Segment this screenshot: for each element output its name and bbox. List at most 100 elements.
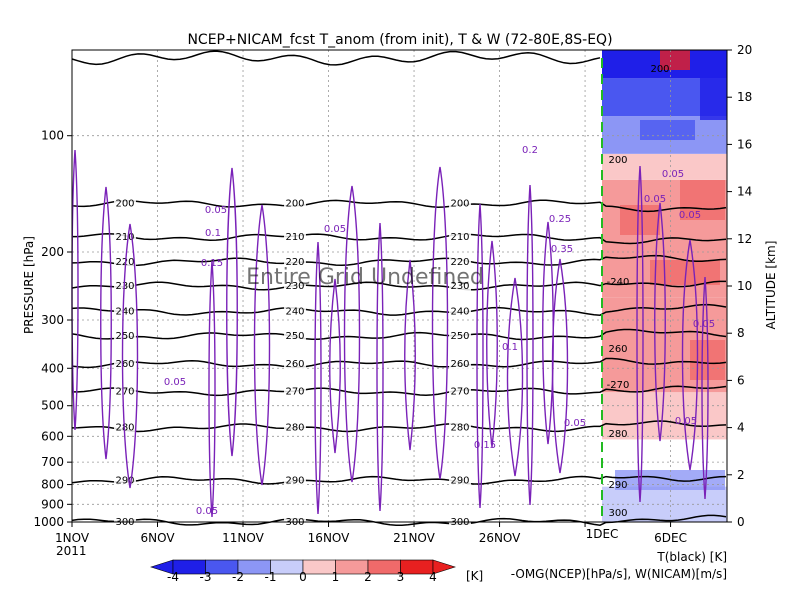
temperature-label-bg <box>284 384 306 397</box>
forecast-vertical-motion-label: 0.05 <box>675 416 697 427</box>
colorbar-tick-label: -3 <box>200 570 212 584</box>
colorbar-tick-label: 0 <box>299 570 307 584</box>
colorbar-tick-label: -2 <box>232 570 244 584</box>
temperature-contour-label: 270 <box>285 387 304 398</box>
temperature-contour-line <box>71 357 727 369</box>
temperature-contour-label: 260 <box>285 359 304 370</box>
forecast-temperature-label: 260 <box>608 344 627 355</box>
temperature-label-bg <box>449 279 471 292</box>
vertical-motion-contour <box>542 221 554 445</box>
y-right-tick-label: 4 <box>737 421 745 435</box>
y-right-tick-label: 12 <box>737 232 752 246</box>
temperature-label-bg <box>449 254 471 267</box>
colorbar-tick-label: -1 <box>265 570 277 584</box>
temperature-contour-line <box>71 280 726 291</box>
temperature-contour-label: 270 <box>450 387 469 398</box>
temperature-label-bg <box>114 304 136 317</box>
colorbar-swatch <box>367 559 401 575</box>
vertical-motion-label: 0.2 <box>522 145 538 156</box>
y-axis-left-title: PRESSURE [hPa] <box>22 236 36 334</box>
temperature-label-bg <box>114 515 136 527</box>
temperature-contour-label: 240 <box>285 306 304 317</box>
forecast-temperature-label: -270 <box>607 380 630 391</box>
y-right-tick-label: 0 <box>737 515 745 529</box>
temperature-contour-label: 280 <box>450 423 469 434</box>
temperature-contour-label: 240 <box>115 306 134 317</box>
colorbar: -4 -3 -2 -1 0 1 2 3 4 <box>150 559 456 584</box>
temperature-contour-label: 260 <box>450 359 469 370</box>
temperature-contour-label: 290 <box>285 475 304 486</box>
x-tick-label: 11NOV <box>222 531 264 545</box>
forecast-vertical-motion-label: 0.05 <box>679 210 701 221</box>
vertical-motion-contour <box>343 185 361 483</box>
vertical-motion-contour <box>476 203 484 509</box>
shading-patch <box>660 50 690 70</box>
temperature-contour-label: 220 <box>450 257 469 268</box>
colorbar-tick-label: 2 <box>364 570 372 584</box>
temperature-contour-label: 210 <box>450 232 469 243</box>
y-tick-label: 300 <box>41 313 64 327</box>
vertical-motion-contour <box>253 204 271 486</box>
y-right-tick-label: 16 <box>737 137 752 151</box>
vertical-motion-contour <box>329 278 341 454</box>
forecast-temperature-label: 200 <box>650 64 669 75</box>
y-right-tick-label: 14 <box>737 185 752 199</box>
y-right-tick-label: 8 <box>737 326 745 340</box>
temperature-label-bg <box>114 230 136 243</box>
temperature-contour-label: 230 <box>450 281 469 292</box>
vertical-motion-contour <box>551 258 569 474</box>
colorbar-swatch <box>335 559 369 575</box>
shading-patch <box>700 70 727 120</box>
x-tick-label: 6DEC <box>654 531 687 545</box>
temperature-contour-top <box>71 50 601 66</box>
temperature-label-bg <box>449 196 471 209</box>
colorbar-arrow-high <box>432 559 456 575</box>
x-tick-label: 16NOV <box>308 531 350 545</box>
forecast-vertical-motion-label: 0.05 <box>693 319 715 330</box>
vertical-motion-contour <box>100 186 112 460</box>
x-tick-label: 1NOV <box>55 531 90 545</box>
temperature-contour-label: 250 <box>285 331 304 342</box>
vertical-motion-contour <box>486 240 498 448</box>
temperature-label-bg <box>114 329 136 342</box>
vertical-motion-label: 0.05 <box>164 377 186 388</box>
x-axis: 1NOV 6NOV 11NOV 16NOV 21NOV 26NOV 6DEC <box>55 522 687 545</box>
y-right-tick-label: 20 <box>737 43 752 57</box>
forecast-start-label: 1DEC <box>586 527 619 541</box>
temperature-contour-label: 200 <box>450 199 469 210</box>
x-axis-year: 2011 <box>56 544 87 558</box>
temperature-label-bg <box>114 279 136 292</box>
temperature-contour-line <box>72 233 727 245</box>
y-axis-left: 100 200 300 400 500 600 700 800 900 1000 <box>33 129 72 529</box>
temperature-label-bg <box>449 230 471 243</box>
temperature-contour-label: 240 <box>450 306 469 317</box>
legend-vertical-motion: -OMG(NCEP)[hPa/s], W(NICAM)[m/s] <box>511 567 727 581</box>
y-tick-label: 800 <box>41 478 64 492</box>
temperature-label-bg <box>114 196 136 209</box>
forecast-vertical-motion-label: 0.05 <box>644 194 666 205</box>
temperature-contour-label: 210 <box>285 232 304 243</box>
temperature-label-bg <box>284 515 306 527</box>
temperature-label-bg <box>284 254 306 267</box>
vertical-motion-contour <box>71 149 79 431</box>
vertical-motion-contour <box>654 202 666 442</box>
vertical-motion-label: 0.05 <box>324 224 346 235</box>
temperature-contour-label: 270 <box>115 387 134 398</box>
vertical-motion-contour <box>701 276 709 500</box>
y-axis-right-title: ALTITUDE [km] <box>764 241 778 330</box>
forecast-temperature-label: 200 <box>608 155 627 166</box>
chart-title: NCEP+NICAM_fcst T_anom (from init), T & … <box>187 32 612 48</box>
temperature-label-bg <box>284 304 306 317</box>
y-axis-right: 0 2 4 6 8 10 12 14 16 18 20 <box>727 43 752 529</box>
temperature-contour-label: 250 <box>115 331 134 342</box>
temperature-contour-line <box>71 199 727 213</box>
temperature-contour-label: 290 <box>450 475 469 486</box>
vertical-motion-contour <box>314 241 322 515</box>
y-tick-label: 700 <box>41 455 64 469</box>
vertical-motion-label: 0.05 <box>205 205 227 216</box>
temperature-label-bg <box>284 279 306 292</box>
temperature-contour-label: 290 <box>115 475 134 486</box>
forecast-temperature-label: 280 <box>608 429 627 440</box>
x-tick-label: 21NOV <box>393 531 435 545</box>
y-tick-label: 900 <box>41 497 64 511</box>
